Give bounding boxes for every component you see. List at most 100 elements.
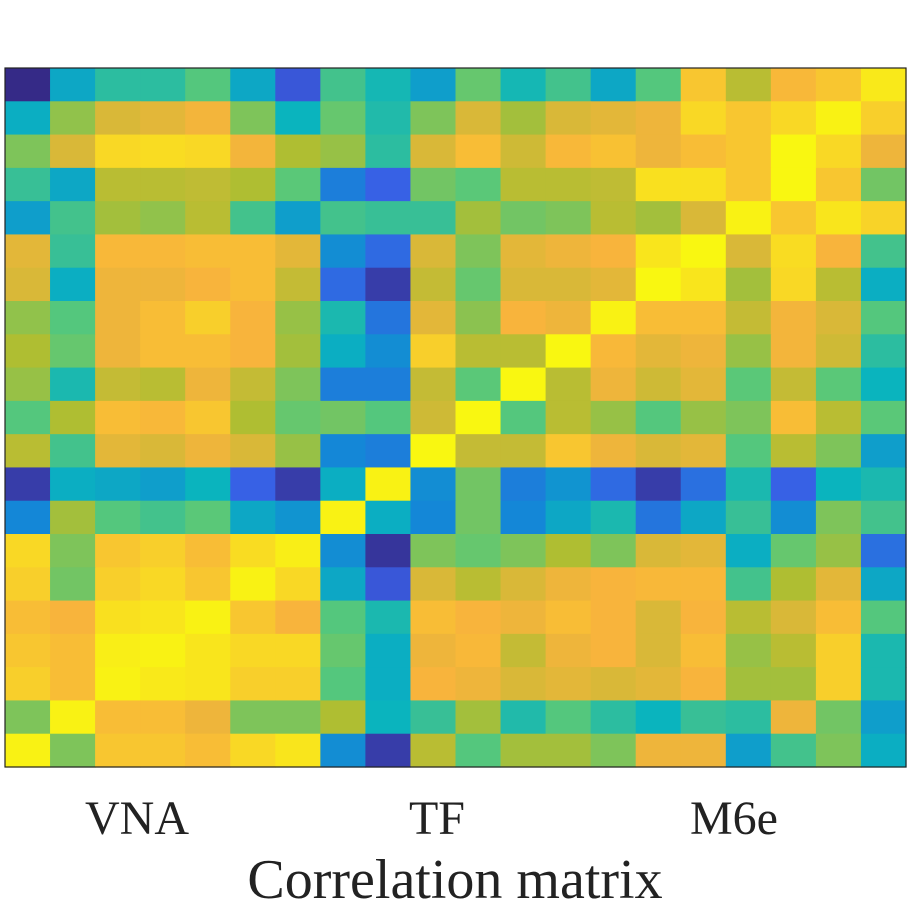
- heatmap-cell: [5, 301, 51, 335]
- heatmap-cell: [545, 367, 592, 402]
- heatmap-cell: [590, 101, 637, 136]
- heatmap-cell: [545, 633, 592, 668]
- heatmap-cell: [365, 667, 412, 702]
- heatmap-cell: [590, 400, 637, 435]
- heatmap-cell: [680, 201, 727, 236]
- heatmap-cell: [500, 134, 547, 169]
- heatmap-cell: [815, 534, 862, 568]
- heatmap-cell: [230, 667, 276, 702]
- heatmap-cell: [500, 400, 547, 435]
- heatmap-cell: [365, 733, 412, 768]
- heatmap-cell: [230, 234, 276, 269]
- heatmap-cell: [860, 201, 907, 236]
- chart-title: Correlation matrix: [247, 849, 662, 911]
- heatmap-cell: [230, 68, 276, 102]
- heatmap-cell: [770, 600, 817, 635]
- heatmap-cell: [410, 167, 457, 202]
- heatmap-cell: [95, 667, 141, 702]
- heatmap-cell: [635, 101, 682, 136]
- heatmap-cell: [140, 301, 186, 335]
- heatmap-cell: [770, 633, 817, 668]
- heatmap-cell: [455, 68, 502, 102]
- heatmap-cell: [50, 534, 96, 568]
- heatmap-cell: [860, 234, 907, 269]
- group-label-m6e: M6e: [690, 792, 778, 845]
- heatmap-cell: [455, 467, 502, 502]
- heatmap-cell: [320, 267, 366, 302]
- heatmap-cell: [410, 400, 457, 435]
- heatmap-cell: [725, 367, 772, 402]
- heatmap-cell: [230, 534, 276, 568]
- heatmap-cell: [500, 434, 547, 469]
- heatmap-cell: [320, 434, 366, 469]
- heatmap-cell: [95, 500, 141, 535]
- heatmap-cell: [275, 500, 321, 535]
- heatmap-cell: [725, 733, 772, 768]
- heatmap-cell: [860, 167, 907, 202]
- heatmap-cell: [50, 201, 96, 236]
- heatmap-cell: [680, 467, 727, 502]
- heatmap-cell: [95, 600, 141, 635]
- heatmap-cell: [590, 567, 637, 602]
- heatmap-cell: [500, 301, 547, 335]
- heatmap-cell: [680, 567, 727, 602]
- heatmap-cell: [50, 733, 96, 768]
- heatmap-cell: [815, 434, 862, 469]
- heatmap-cell: [410, 234, 457, 269]
- heatmap-cell: [590, 500, 637, 535]
- heatmap-cell: [815, 733, 862, 768]
- heatmap-cell: [140, 700, 186, 735]
- heatmap-cell: [680, 68, 727, 102]
- heatmap-cell: [500, 234, 547, 269]
- heatmap-cell: [590, 534, 637, 568]
- heatmap-cell: [230, 467, 276, 502]
- heatmap-cell: [320, 301, 366, 335]
- heatmap-cell: [500, 367, 547, 402]
- heatmap-cell: [680, 534, 727, 568]
- heatmap-cell: [95, 68, 141, 102]
- heatmap-cell: [815, 201, 862, 236]
- heatmap-cell: [95, 167, 141, 202]
- heatmap-cell: [185, 600, 231, 635]
- heatmap-cell: [410, 500, 457, 535]
- group-label-vna: VNA: [85, 792, 189, 845]
- heatmap-cell: [320, 68, 366, 102]
- heatmap-cell: [545, 500, 592, 535]
- heatmap-cell: [410, 667, 457, 702]
- heatmap-cell: [815, 167, 862, 202]
- heatmap-cell: [590, 667, 637, 702]
- heatmap-cell: [185, 534, 231, 568]
- heatmap-cell: [770, 334, 817, 369]
- heatmap-cell: [455, 134, 502, 169]
- heatmap-cell: [185, 733, 231, 768]
- heatmap-cell: [140, 367, 186, 402]
- heatmap-cell: [365, 534, 412, 568]
- heatmap-cell: [320, 733, 366, 768]
- heatmap-cell: [410, 334, 457, 369]
- heatmap-cell: [365, 167, 412, 202]
- heatmap-cell: [815, 400, 862, 435]
- heatmap-cell: [725, 267, 772, 302]
- heatmap-cell: [725, 500, 772, 535]
- heatmap-cell: [815, 267, 862, 302]
- heatmap-cell: [410, 567, 457, 602]
- heatmap-cell: [95, 633, 141, 668]
- heatmap-cell: [635, 500, 682, 535]
- heatmap-cell: [770, 234, 817, 269]
- heatmap-cell: [230, 500, 276, 535]
- heatmap-cell: [770, 367, 817, 402]
- heatmap-cell: [230, 567, 276, 602]
- heatmap-cell: [320, 534, 366, 568]
- heatmap-cell: [860, 467, 907, 502]
- heatmap-cell: [95, 400, 141, 435]
- heatmap-cell: [275, 600, 321, 635]
- heatmap-cell: [230, 334, 276, 369]
- heatmap-cell: [500, 500, 547, 535]
- heatmap-cell: [50, 267, 96, 302]
- heatmap-cell: [230, 633, 276, 668]
- heatmap-cell: [230, 201, 276, 236]
- heatmap-cell: [320, 234, 366, 269]
- heatmap-cell: [545, 700, 592, 735]
- group-label-tf: TF: [409, 792, 465, 845]
- heatmap-cell: [860, 500, 907, 535]
